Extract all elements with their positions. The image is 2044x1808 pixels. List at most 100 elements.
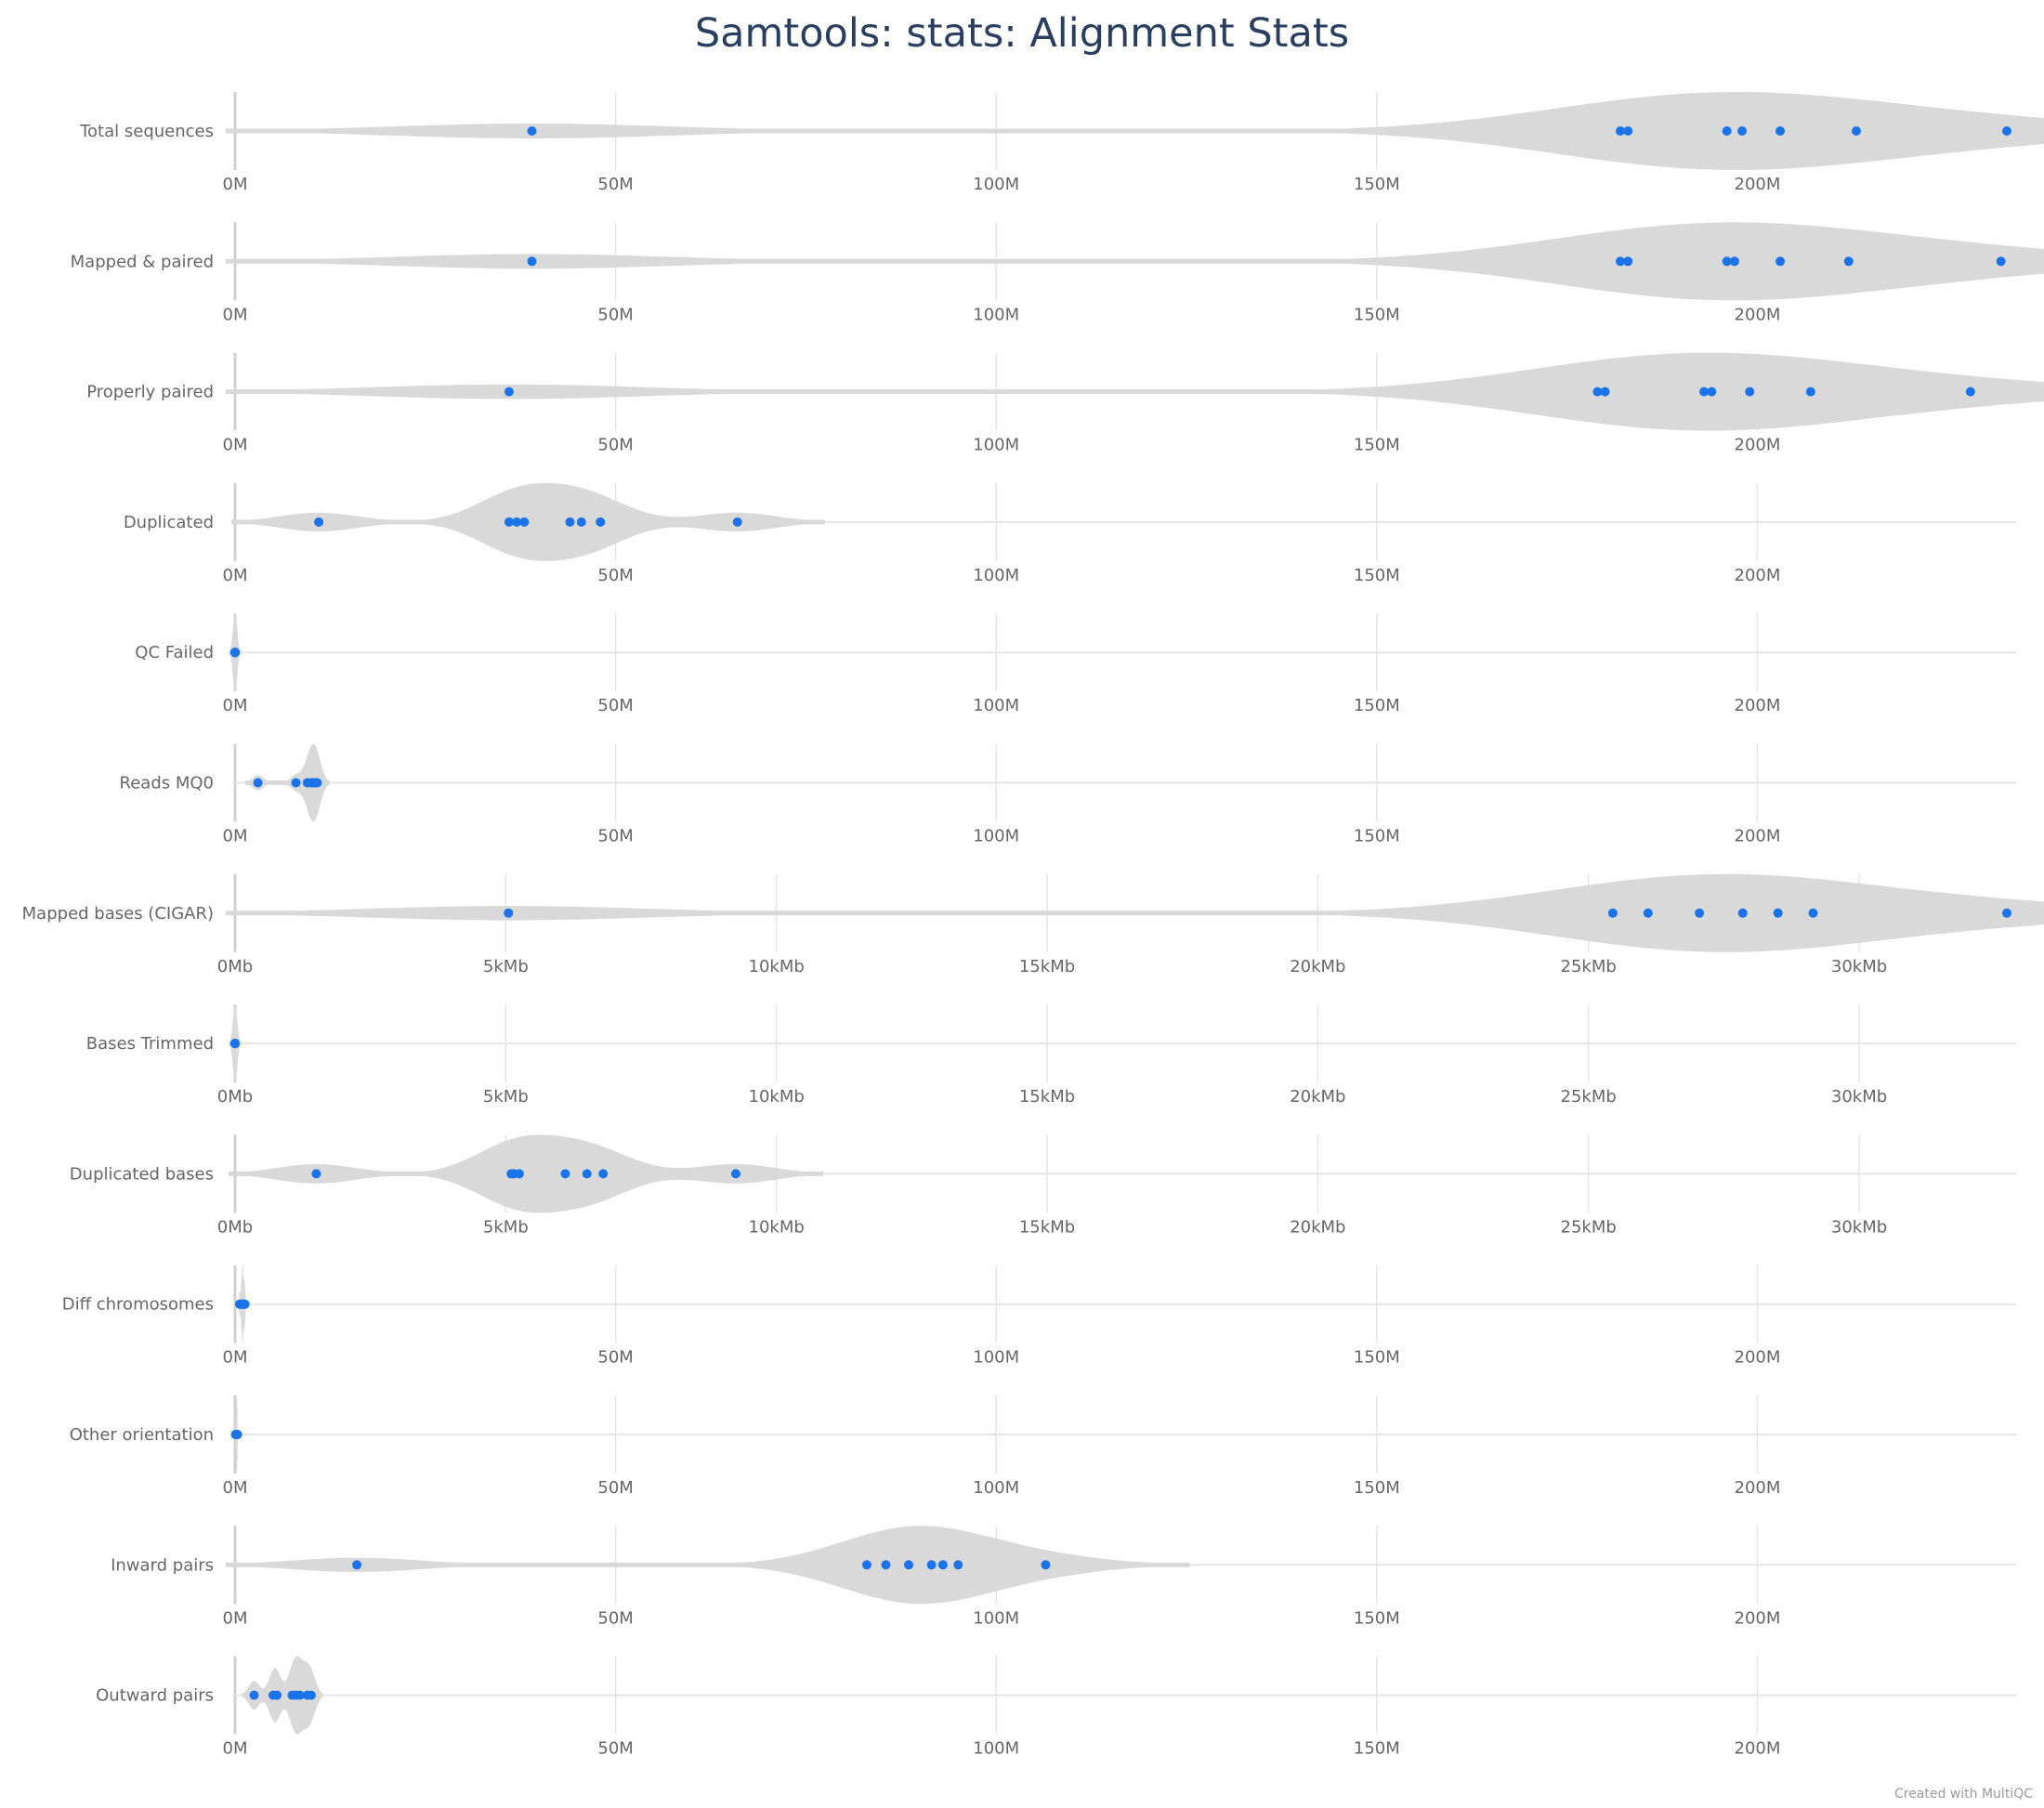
violin-row-inward-pairs: 0M 50M 100M 150M 200M Inward pairs xyxy=(111,1526,2016,1628)
data-point xyxy=(1965,386,1975,397)
row-label: Diff chromosomes xyxy=(62,1295,214,1315)
row-label: Duplicated xyxy=(124,513,214,532)
row-label: Inward pairs xyxy=(111,1555,214,1575)
tick-label: 200M xyxy=(1735,827,1781,846)
row-label: Bases Trimmed xyxy=(86,1034,214,1054)
data-point xyxy=(732,517,742,527)
tick-label: 100M xyxy=(973,436,1019,455)
row-label: Other orientation xyxy=(70,1425,214,1445)
tick-label: 200M xyxy=(1735,175,1781,194)
data-point xyxy=(1851,126,1861,136)
violin-row-mapped-bases-cigar: 0Mb 5kMb 10kMb 15kMb 20kMb 25kMb 30kMb Mapped b… xyxy=(22,873,2044,976)
data-point xyxy=(352,1560,362,1570)
data-point xyxy=(576,517,586,527)
data-point xyxy=(230,648,240,658)
tick-label: 0M xyxy=(223,436,248,455)
tick-label: 150M xyxy=(1354,1478,1400,1498)
tick-label: 150M xyxy=(1354,436,1400,455)
data-point xyxy=(232,1430,242,1439)
tick-label: 15kMb xyxy=(1019,957,1075,976)
tick-label: 25kMb xyxy=(1561,1217,1617,1237)
data-point xyxy=(249,1690,259,1700)
data-point xyxy=(312,778,322,788)
violin-row-total-sequences: 0M 50M 100M 150M 200M Total sequences xyxy=(79,92,2044,194)
row-label: QC Failed xyxy=(135,643,214,662)
tick-label: 200M xyxy=(1735,1348,1781,1368)
data-point xyxy=(2002,126,2011,136)
data-point xyxy=(504,386,514,397)
data-point xyxy=(861,1560,871,1570)
tick-label: 50M xyxy=(597,827,633,846)
tick-label: 0M xyxy=(223,696,248,715)
tick-label: 25kMb xyxy=(1561,957,1617,976)
violin-row-properly-paired: 0M 50M 100M 150M 200M Properly paired xyxy=(86,352,2044,455)
tick-label: 50M xyxy=(597,175,633,194)
tick-label: 20kMb xyxy=(1290,957,1345,976)
data-point xyxy=(937,1560,948,1570)
data-point xyxy=(596,517,606,527)
tick-label: 10kMb xyxy=(749,1217,805,1237)
tick-label: 0M xyxy=(223,1478,248,1498)
tick-label: 0Mb xyxy=(217,1217,253,1237)
data-point xyxy=(527,126,537,136)
data-point xyxy=(1737,908,1748,918)
data-point xyxy=(2002,908,2011,918)
tick-label: 150M xyxy=(1354,175,1400,194)
data-point xyxy=(1616,126,1625,136)
tick-label: 200M xyxy=(1735,566,1781,585)
data-point xyxy=(1805,386,1815,397)
violin-shape xyxy=(226,873,2044,952)
tick-label: 50M xyxy=(597,1478,633,1498)
tick-label: 150M xyxy=(1354,696,1400,715)
tick-label: 0Mb xyxy=(217,1087,253,1107)
tick-label: 50M xyxy=(597,436,633,455)
data-point xyxy=(504,517,514,527)
tick-label: 200M xyxy=(1735,1739,1781,1759)
tick-label: 100M xyxy=(973,305,1019,324)
violin-row-diff-chromosomes: 0M 50M 100M 150M 200M Diff chromosomes xyxy=(62,1264,2016,1368)
data-point xyxy=(1607,908,1618,918)
tick-label: 15kMb xyxy=(1019,1217,1075,1237)
data-point xyxy=(598,1169,609,1179)
data-point xyxy=(1707,386,1717,397)
tick-label: 0M xyxy=(223,175,248,194)
data-point xyxy=(1643,908,1653,918)
tick-label: 5kMb xyxy=(483,1217,529,1237)
data-point xyxy=(953,1560,963,1570)
tick-label: 0M xyxy=(223,1348,248,1368)
row-label: Total sequences xyxy=(79,122,214,141)
tick-label: 100M xyxy=(973,1608,1019,1628)
data-point xyxy=(1737,126,1748,136)
row-label: Outward pairs xyxy=(96,1686,214,1706)
tick-label: 50M xyxy=(597,696,633,715)
data-point xyxy=(582,1169,592,1179)
data-point xyxy=(1745,386,1755,397)
violin-row-outward-pairs: 0M 50M 100M 150M 200M Outward pairs xyxy=(96,1656,2016,1759)
tick-label: 150M xyxy=(1354,1739,1400,1759)
tick-label: 5kMb xyxy=(483,1087,529,1107)
data-point xyxy=(1722,256,1732,267)
data-point xyxy=(1775,256,1786,267)
violin-shape xyxy=(226,222,2044,301)
data-point xyxy=(514,1169,524,1179)
row-label: Duplicated bases xyxy=(70,1164,214,1184)
data-point xyxy=(1808,908,1818,918)
data-point xyxy=(240,1299,250,1309)
violin-row-mapped-paired: 0M 50M 100M 150M 200M Mapped & paired xyxy=(71,222,2044,324)
violin-shape xyxy=(226,1526,1190,1605)
tick-label: 150M xyxy=(1354,305,1400,324)
data-point xyxy=(1843,256,1854,267)
data-point xyxy=(519,517,530,527)
tick-label: 0M xyxy=(223,305,248,324)
data-point xyxy=(560,1169,570,1179)
data-point xyxy=(295,1690,305,1700)
data-point xyxy=(1616,256,1625,267)
data-point xyxy=(881,1560,891,1570)
tick-label: 200M xyxy=(1735,1608,1781,1628)
tick-label: 100M xyxy=(973,566,1019,585)
data-point xyxy=(1773,908,1783,918)
data-point xyxy=(1623,126,1633,136)
tick-label: 15kMb xyxy=(1019,1087,1075,1107)
data-point xyxy=(527,256,537,267)
